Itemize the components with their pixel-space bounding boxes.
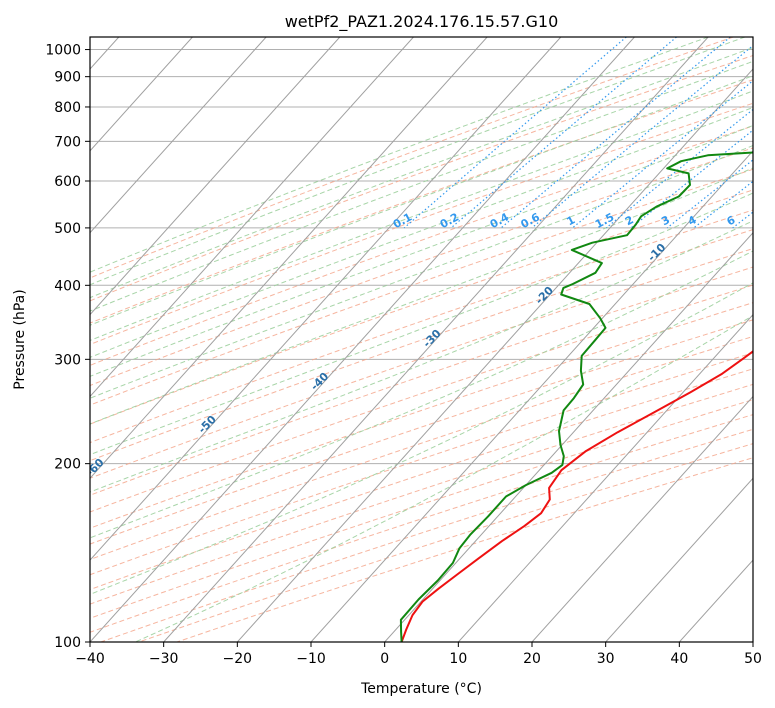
isotherm-line <box>90 37 635 642</box>
x-tick-label: −30 <box>149 651 179 667</box>
dry-adiabat <box>90 266 753 496</box>
x-tick-label: −20 <box>223 651 253 667</box>
moist-adiabat <box>90 90 753 342</box>
dry-adiabat <box>90 352 753 576</box>
mixing-ratio-line <box>500 37 731 229</box>
y-axis-title: Pressure (hPa) <box>12 289 28 389</box>
isotherm-line <box>457 313 753 642</box>
mixing-ratio-line <box>605 108 753 229</box>
isotherm-line <box>90 37 414 398</box>
mixing-ratio-line <box>630 129 753 229</box>
dry-adiabat <box>90 319 753 545</box>
y-tick-label: 200 <box>54 457 81 473</box>
dry-adiabat <box>90 302 753 529</box>
x-tick-label: 50 <box>744 651 762 667</box>
x-tick-label: 30 <box>597 651 615 667</box>
chart-title: wetPf2_PAZ1.2024.176.15.57.G10 <box>285 12 559 32</box>
y-tick-label: 500 <box>54 221 81 237</box>
dry-adiabat <box>90 79 753 324</box>
isotherm-line <box>531 395 753 642</box>
moist-adiabat <box>90 47 753 299</box>
isotherm-line <box>310 150 753 642</box>
y-tick-label: 100 <box>54 635 81 651</box>
plot-area: 0.10.20.40.611.52346810131620253036-100-… <box>90 37 753 642</box>
y-tick-label: 800 <box>54 100 81 116</box>
temperature-profile-line <box>400 350 753 642</box>
isotherm-line <box>163 37 709 642</box>
isotherm-line <box>90 37 488 480</box>
y-tick-label: 400 <box>54 278 81 294</box>
y-tick-label: 700 <box>54 134 81 150</box>
dry-adiabat <box>90 335 753 561</box>
x-tick-label: −40 <box>75 651 105 667</box>
dry-adiabat <box>90 229 753 462</box>
x-tick-label: −10 <box>296 651 326 667</box>
isotherm-line <box>384 231 753 642</box>
mixing-ratio-line <box>450 37 677 229</box>
moist-adiabat <box>90 250 753 539</box>
y-tick-label: 600 <box>54 174 81 190</box>
x-tick-label: 20 <box>523 651 541 667</box>
dry-adiabat <box>90 209 753 444</box>
moist-adiabat <box>90 37 709 273</box>
dry-adiabat <box>90 248 753 479</box>
mixing-ratio-line <box>693 180 753 229</box>
moist-adiabat <box>90 282 753 595</box>
moist-adiabat <box>90 60 753 312</box>
x-tick-label: 40 <box>670 651 688 667</box>
y-tick-label: 300 <box>54 352 81 368</box>
moist-adiabat <box>90 37 746 286</box>
mixing-ratio-line <box>403 37 627 229</box>
x-tick-label: 10 <box>449 651 467 667</box>
isotherm-line <box>90 37 562 561</box>
moist-adiabat <box>90 144 753 399</box>
x-axis-title: Temperature (°C) <box>360 681 482 697</box>
dewpoint-profile-line <box>399 151 753 642</box>
isotherm-line <box>90 37 267 234</box>
y-tick-label: 1000 <box>45 43 81 59</box>
dry-adiabat <box>90 125 753 366</box>
plot-frame <box>89 36 754 643</box>
y-axis: 100 200 300 400 500 600 700 800 900 1000 <box>45 43 90 651</box>
moist-adiabat <box>90 220 753 493</box>
y-tick-label: 900 <box>54 70 81 86</box>
isotherm-line <box>90 37 341 316</box>
isotherm-line <box>90 37 193 152</box>
mixing-ratio-line <box>531 44 753 229</box>
moist-adiabat <box>90 167 753 425</box>
dry-adiabat <box>90 54 753 302</box>
dry-adiabat <box>90 284 753 513</box>
x-axis: −40 −30 −20 −10 0 10 20 30 40 50 <box>75 642 762 667</box>
dry-adiabat <box>90 368 753 591</box>
isotherm-line <box>605 477 753 642</box>
moist-adiabat <box>90 192 753 456</box>
x-tick-label: 0 <box>380 651 389 667</box>
mixing-ratio-line <box>572 79 753 229</box>
moist-adiabat <box>90 124 753 377</box>
isotherm-line <box>236 68 753 642</box>
